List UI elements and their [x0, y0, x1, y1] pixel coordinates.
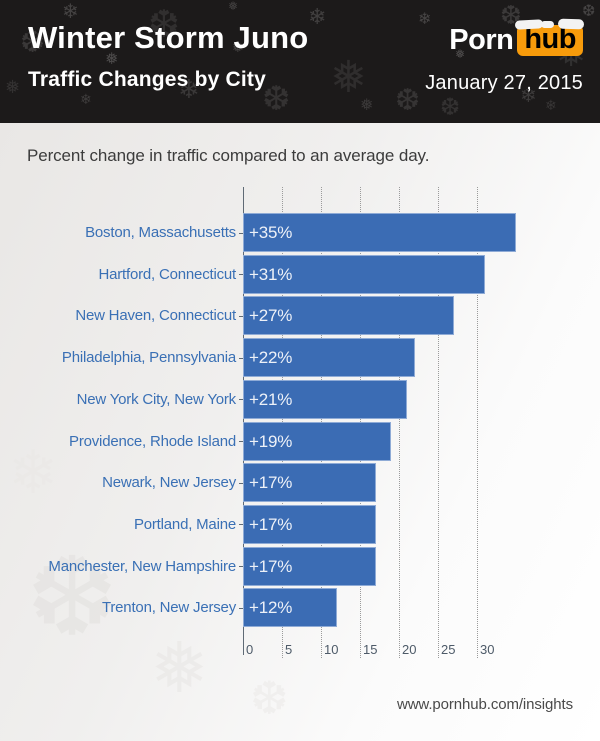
bar-value-label: +27%	[249, 306, 293, 326]
bar: +27%	[243, 296, 454, 336]
bar: +17%	[243, 546, 376, 586]
bar: +12%	[243, 588, 337, 628]
y-axis-tick	[239, 315, 243, 317]
bar-category-label: Newark, New Jersey	[102, 474, 236, 492]
snow-cap-icon	[541, 21, 555, 28]
pornhub-logo: Porn hub	[449, 18, 585, 57]
bar-category-label: Trenton, New Jersey	[101, 599, 236, 617]
header-content: Winter Storm Juno Traffic Changes by Cit…	[0, 0, 600, 123]
date-label: January 27, 2015	[425, 72, 583, 94]
brand-block: Porn hub January 27, 2015	[425, 18, 585, 95]
title-block: Winter Storm Juno Traffic Changes by Cit…	[28, 20, 308, 92]
bar-category-label: Manchester, New Hampshire	[48, 557, 236, 575]
snowflake-icon: ❆	[250, 672, 289, 724]
bar-category-label: Providence, Rhode Island	[69, 432, 236, 450]
x-tick-label: 5	[285, 642, 293, 657]
y-axis-tick	[239, 524, 243, 526]
bar-value-label: +12%	[249, 598, 293, 618]
bar: +17%	[243, 504, 376, 544]
chart-description: Percent change in traffic compared to an…	[27, 146, 430, 165]
bar-value-label: +35%	[249, 223, 293, 242]
bar: +17%	[243, 463, 376, 503]
page-subtitle: Traffic Changes by City	[28, 68, 266, 91]
bar-category-label: New Haven, Connecticut	[75, 307, 236, 325]
bar: +31%	[243, 254, 485, 294]
x-tick-label: 10	[324, 642, 339, 657]
bar: +19%	[243, 421, 392, 461]
y-axis-tick	[239, 566, 243, 568]
logo-text-porn: Porn	[449, 24, 514, 56]
bar-value-label: +22%	[249, 348, 293, 368]
logo-text-hub-box: hub	[515, 18, 585, 56]
bar: +21%	[243, 379, 407, 419]
page-title: Winter Storm Juno	[28, 20, 309, 55]
y-axis-tick	[239, 399, 243, 401]
bar-value-label: +31%	[249, 264, 293, 284]
x-tick-label: 20	[402, 642, 417, 657]
bar-category-label: Portland, Maine	[133, 515, 236, 533]
bar-category-label: Philadelphia, Pennsylvania	[61, 349, 236, 367]
y-axis-tick	[239, 607, 243, 609]
bar-value-label: +21%	[249, 389, 293, 409]
y-axis-tick	[239, 441, 243, 442]
y-axis-tick	[239, 357, 243, 359]
footer-url: www.pornhub.com/insights	[396, 696, 573, 713]
bar-chart: 0 5 10 15 20 25 30 Boston, Massachusetts +35% Har…	[0, 187, 600, 665]
snow-cap-icon	[557, 18, 585, 30]
chart-panel: ❆ ❅ ❄ ❆ Percent change in traffic compared …	[0, 123, 600, 741]
gridline	[438, 187, 439, 658]
x-axis-zero-line	[243, 187, 244, 655]
snow-cap-icon	[515, 19, 544, 30]
y-axis-tick	[239, 482, 243, 484]
bar: +22%	[243, 338, 415, 378]
bar-value-label: +19%	[249, 431, 293, 451]
x-tick-label: 0	[246, 642, 254, 657]
y-axis-tick	[239, 274, 243, 276]
logo-text-hub: hub	[524, 23, 576, 55]
header: ❆❄❅❆❄❅❆❄❅❆❄❅❆❄❅❆❅❄❅❄❅❆ Winter Storm Juno…	[0, 0, 600, 123]
bar: +35%	[243, 213, 516, 252]
gridline	[477, 187, 478, 658]
bar-value-label: +17%	[249, 556, 293, 576]
x-tick-label: 25	[441, 642, 456, 657]
bar-value-label: +17%	[249, 473, 293, 493]
bar-category-label: Boston, Massachusetts	[85, 224, 236, 241]
y-axis-tick	[239, 232, 243, 234]
x-tick-label: 15	[363, 642, 378, 657]
bar-value-label: +17%	[249, 514, 293, 534]
bar-category-label: New York City, New York	[76, 390, 237, 408]
gridline	[399, 187, 400, 658]
x-tick-label: 30	[480, 642, 495, 657]
bar-category-label: Hartford, Connecticut	[98, 265, 236, 283]
